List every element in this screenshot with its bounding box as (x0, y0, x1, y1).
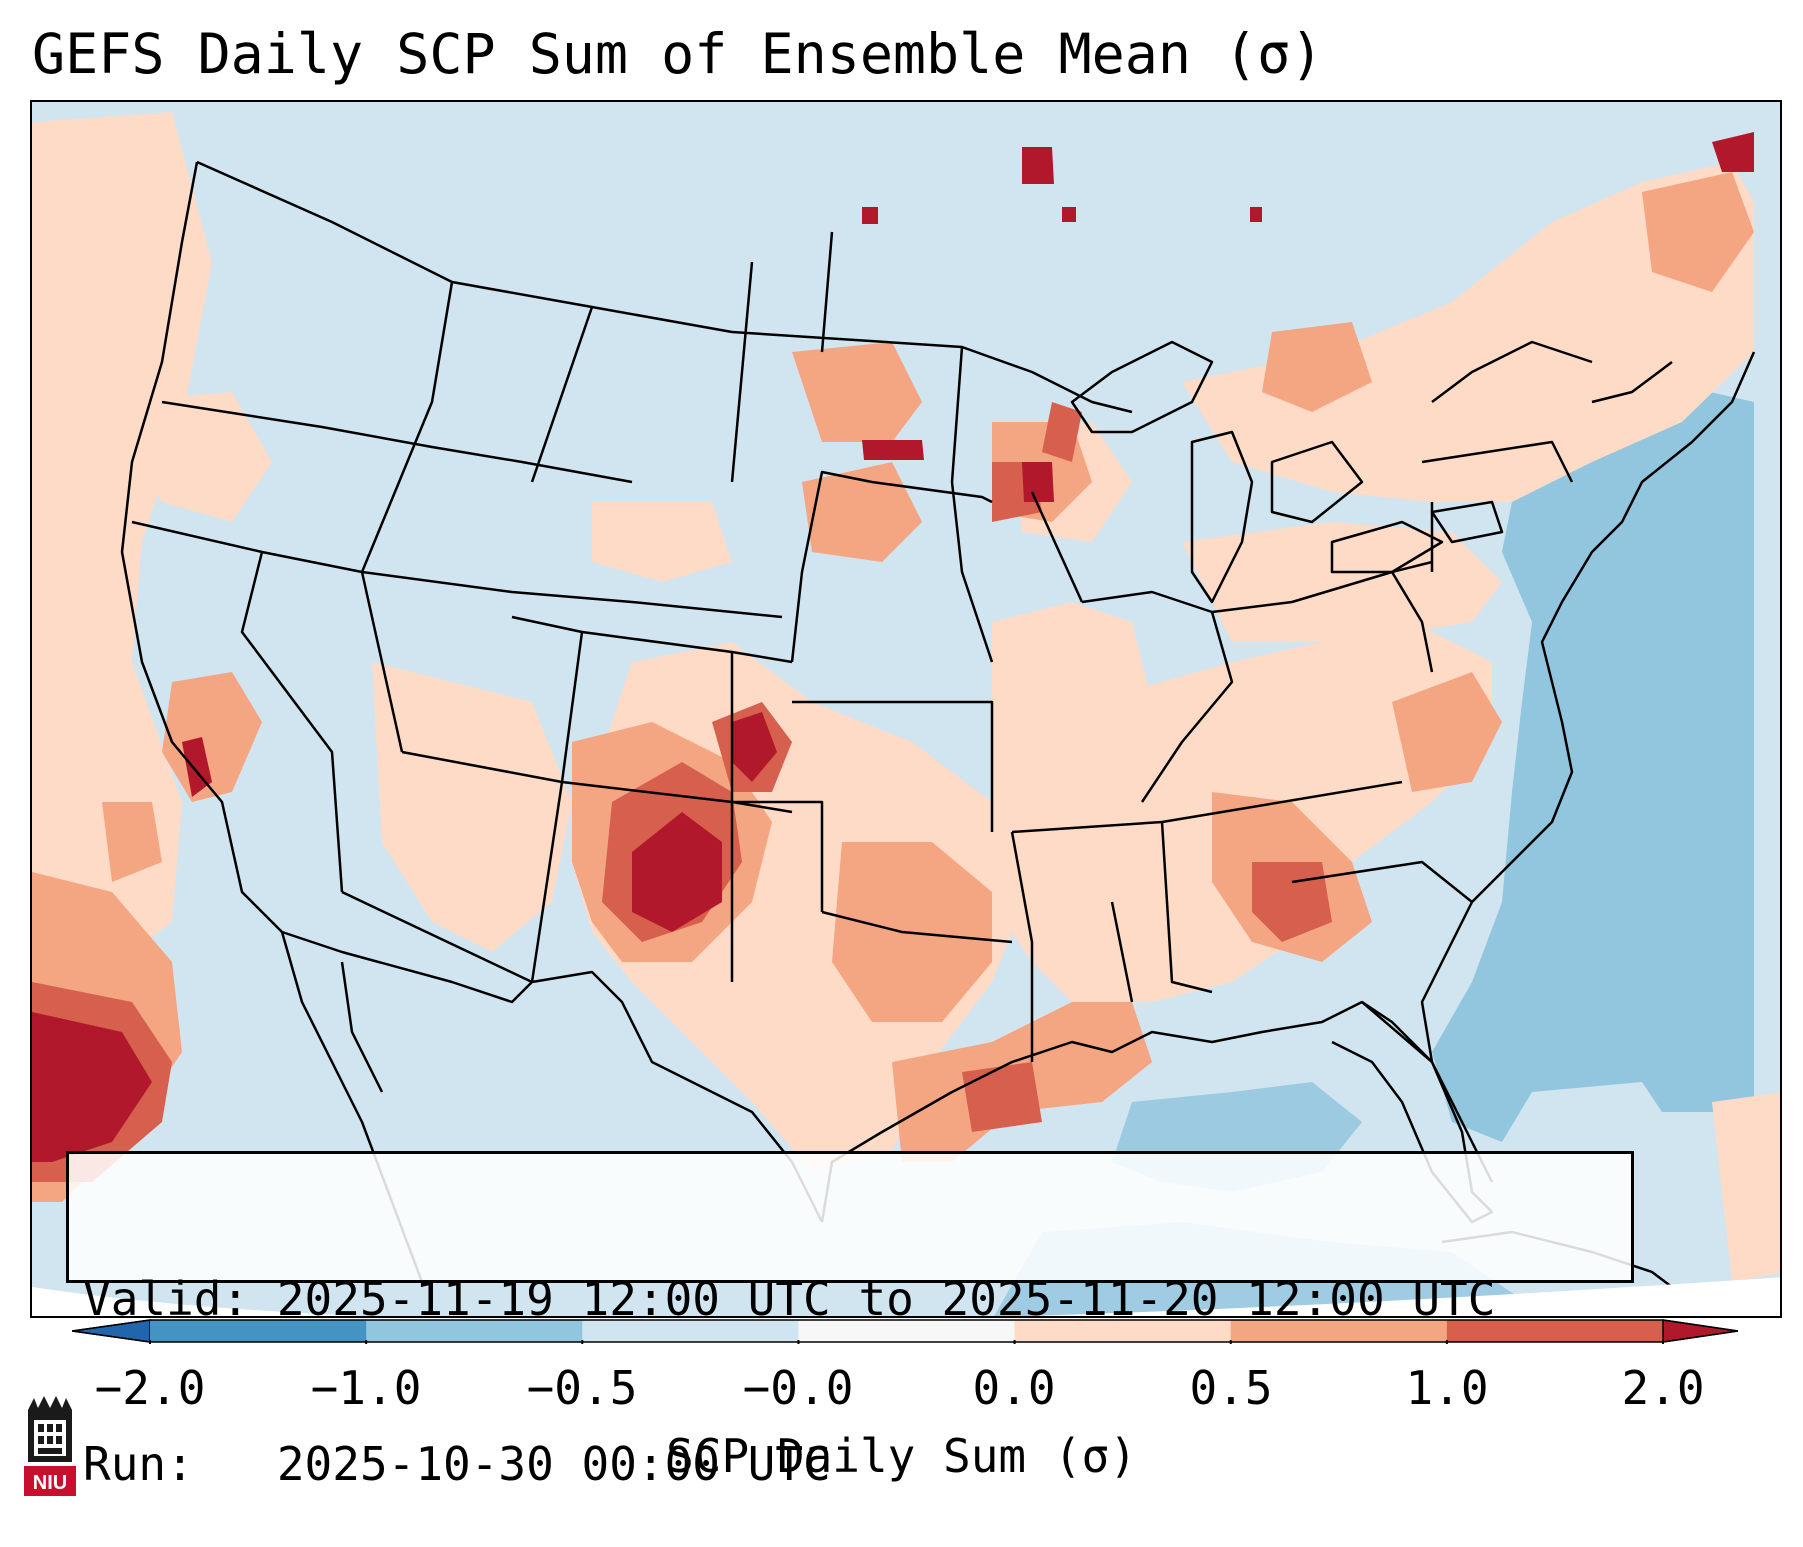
projection-edge (32, 1277, 1780, 1316)
logo-text: NIU (33, 1472, 67, 1494)
colorbar-under-extension (72, 1319, 151, 1343)
colorbar-segment (582, 1320, 799, 1342)
map-panel[interactable] (30, 100, 1782, 1318)
logo-badge (24, 1466, 76, 1496)
colorbar-segment (798, 1320, 1016, 1342)
run-time-label: Run: 2025-10-30 00:00 UTC (83, 1437, 831, 1491)
state-boundaries (120, 160, 1756, 1303)
colorbar-ticks (149, 1340, 1664, 1344)
colorbar-tick-label: −0.0 (742, 1361, 854, 1415)
colorbar-tick-label: 1.0 (1405, 1361, 1489, 1415)
colorbar-tick-label: −2.0 (94, 1361, 206, 1415)
colorbar-tick-label: −1.0 (310, 1361, 422, 1415)
colorbar-segment (1446, 1320, 1664, 1342)
colorbar-segment (150, 1320, 367, 1342)
colorbar-segment (366, 1320, 583, 1342)
colorbar-tick-label: 0.5 (1189, 1361, 1273, 1415)
colorbar-tick-label: 2.0 (1621, 1361, 1705, 1415)
positive-anomaly-regions (32, 112, 1780, 1282)
map-canvas (32, 112, 1780, 1316)
colorbar (72, 1319, 1738, 1344)
colorbar-tick-label: 0.0 (972, 1361, 1056, 1415)
colorbar-segment (1014, 1320, 1232, 1342)
valid-run-info-box: Valid: 2025-11-19 12:00 UTC to 2025-11-2… (66, 1151, 1634, 1491)
colorbar-segments (72, 1319, 1738, 1343)
niu-logo: NIU (24, 1396, 76, 1496)
chart-title: GEFS Daily SCP Sum of Ensemble Mean (σ) (32, 22, 1324, 86)
colorbar-tick-label: −0.5 (526, 1361, 638, 1415)
colorbar-over-extension (1662, 1319, 1738, 1343)
colorbar-title: SCP Daily Sum (σ) (666, 1429, 1137, 1483)
colorbar-segment (1230, 1320, 1448, 1342)
valid-time-label: Valid: 2025-11-19 12:00 UTC to 2025-11-2… (83, 1272, 1496, 1326)
